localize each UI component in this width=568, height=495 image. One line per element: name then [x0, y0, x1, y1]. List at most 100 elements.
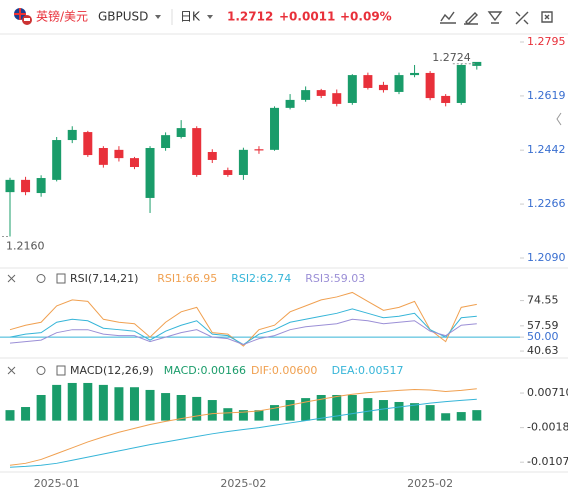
candle-body: [98, 148, 108, 165]
macd-bar: [456, 412, 466, 421]
legend-entry: MACD:0.00166: [164, 364, 246, 377]
macd-bar: [192, 396, 202, 421]
settings-icon[interactable]: [36, 366, 46, 375]
candle-body: [254, 149, 264, 151]
y-tick-label: -0.00181: [527, 421, 568, 434]
candle-body: [238, 149, 248, 175]
macd-bar: [207, 400, 217, 421]
macd-bar: [425, 405, 435, 421]
y-tick-label: 40.63: [527, 344, 559, 357]
tool-compress[interactable]: [515, 11, 529, 25]
period[interactable]: 日K: [180, 10, 201, 24]
indicator-line: [9, 291, 477, 347]
candle-body: [394, 75, 404, 92]
candle-body: [472, 61, 482, 66]
y-tick-label: 1.2795: [527, 35, 566, 48]
candle-body: [5, 179, 15, 193]
y-tick-label: 1.2090: [527, 251, 566, 264]
macd-bar: [161, 393, 171, 421]
macd-bar: [285, 400, 295, 421]
indicator-icon[interactable]: [56, 273, 66, 284]
macd-bar: [129, 387, 139, 421]
macd-bar: [378, 400, 388, 421]
candle-body: [270, 107, 280, 150]
macd-bar: [363, 398, 373, 421]
x-tick-label: 2025-02: [407, 477, 453, 490]
dropdown-arrow[interactable]: [155, 15, 161, 19]
macd-bar: [254, 410, 264, 421]
candle-body: [21, 179, 31, 193]
candle-body: [347, 75, 357, 103]
macd-bar: [83, 382, 93, 421]
rsi-pane-icons: [7, 273, 66, 284]
candle-body: [378, 84, 388, 91]
flag-icon: [14, 8, 32, 25]
legend-entry: RSI1:66.95: [157, 272, 217, 285]
tool-close[interactable]: [541, 11, 553, 23]
macd-bar: [472, 410, 482, 421]
candle-body: [83, 132, 93, 156]
change-pct: +0.09%: [340, 10, 392, 24]
candle-body: [223, 170, 233, 175]
candle-body: [332, 93, 342, 104]
pair-name: 英镑/美元: [36, 9, 88, 24]
y-tick-label: 50.00: [527, 330, 559, 343]
tool-trend[interactable]: [440, 11, 456, 24]
macd-bar: [223, 408, 233, 421]
tool-settings[interactable]: [487, 11, 503, 24]
indicator-line: [9, 398, 477, 468]
indicator-line: [9, 388, 477, 466]
candle-body: [192, 128, 202, 175]
toolbar: [440, 11, 553, 25]
macd-bar: [67, 382, 77, 421]
symbol: GBPUSD: [98, 10, 148, 24]
annotation-label: 1.2724: [432, 51, 471, 64]
macd-bar: [441, 413, 451, 421]
macd-bar: [332, 394, 342, 421]
candle-body: [36, 178, 46, 194]
candle-body: [114, 149, 124, 159]
macd-bar: [301, 398, 311, 421]
dropdown-arrow[interactable]: [207, 15, 213, 19]
tool-draw[interactable]: [464, 12, 478, 25]
scroll-arrow[interactable]: [556, 112, 562, 126]
y-tick-label: 0.00710: [527, 386, 568, 399]
close-icon[interactable]: [7, 366, 16, 375]
macd-bar: [114, 387, 124, 421]
y-tick-label: -0.01071: [527, 455, 568, 468]
candle-body: [363, 75, 373, 88]
macd-bar: [394, 401, 404, 421]
legend-entry: RSI3:59.03: [305, 272, 365, 285]
macd-pane-icons: [7, 365, 66, 376]
macd-bar: [176, 394, 186, 421]
candle-body: [129, 158, 139, 168]
settings-icon[interactable]: [36, 274, 46, 283]
macd-bar: [145, 389, 155, 421]
candle-body: [456, 64, 466, 103]
legend-entry: DEA:0.00517: [332, 364, 404, 377]
y-tick-label: 74.55: [527, 294, 559, 307]
candle-body: [301, 90, 311, 100]
macd-bar: [21, 407, 31, 421]
close-icon[interactable]: [7, 274, 16, 283]
x-tick-label: 2025-02: [220, 477, 266, 490]
candle-body: [285, 99, 295, 108]
macd-bar: [5, 410, 15, 421]
pane-title: RSI(7,14,21): [70, 272, 138, 285]
macd-bar: [238, 410, 248, 421]
candle-body: [441, 95, 451, 103]
y-tick-label: 1.2619: [527, 89, 566, 102]
change: +0.0011: [279, 10, 335, 24]
macd-bar: [36, 394, 46, 421]
indicator-icon[interactable]: [56, 365, 66, 376]
candle-body: [207, 151, 217, 160]
pane-title: MACD(12,26,9): [70, 364, 154, 377]
candle-body: [410, 72, 420, 76]
macd-bar: [410, 403, 420, 421]
candle-body: [316, 90, 326, 96]
candle-body: [176, 128, 186, 137]
macd-bar: [270, 405, 280, 421]
legend-entry: DIF:0.00600: [251, 364, 317, 377]
